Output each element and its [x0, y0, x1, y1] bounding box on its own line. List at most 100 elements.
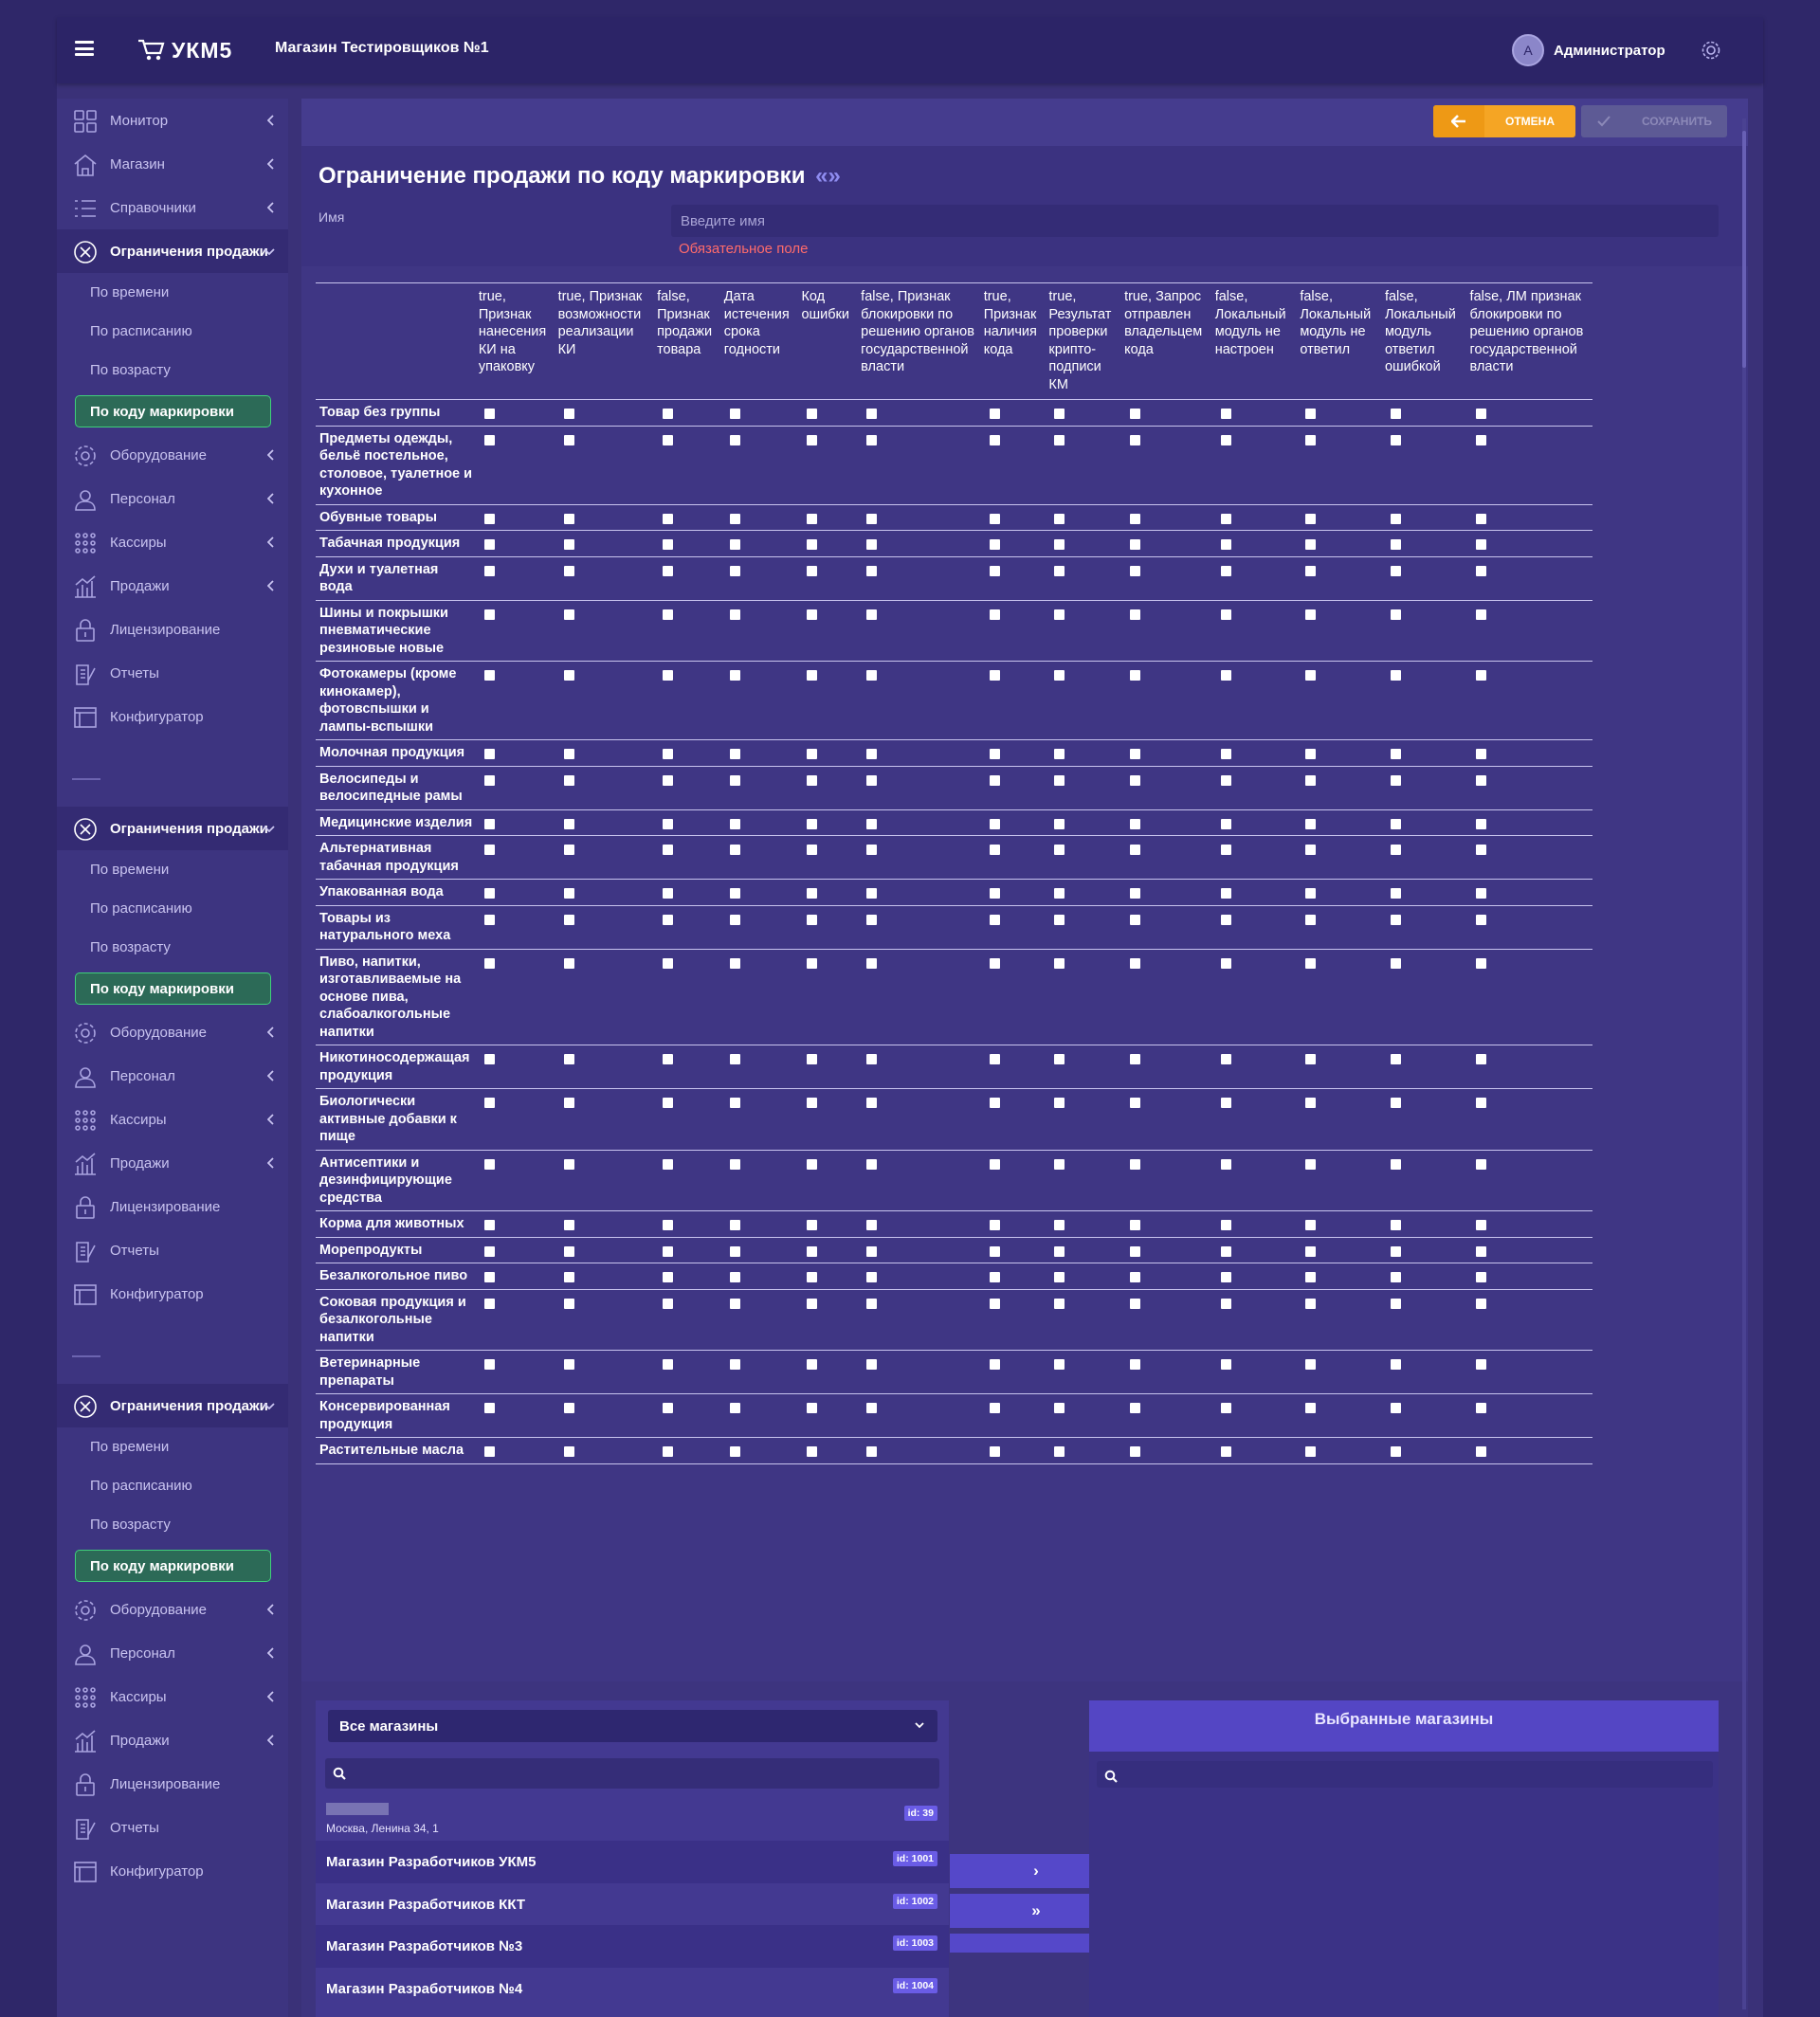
sidebar-subitem[interactable]: По возрасту [90, 1517, 171, 1533]
avatar[interactable]: А [1512, 34, 1544, 66]
checkbox[interactable] [1220, 539, 1231, 550]
checkbox[interactable] [866, 1245, 878, 1257]
sidebar-subitem[interactable]: По возрасту [90, 939, 171, 955]
checkbox[interactable] [563, 888, 574, 899]
checkbox[interactable] [807, 434, 818, 445]
checkbox[interactable] [1390, 1158, 1401, 1170]
sidebar-item-equipment[interactable]: Оборудование [57, 1010, 288, 1054]
checkbox[interactable] [1054, 409, 1065, 419]
checkbox[interactable] [989, 957, 1000, 969]
checkbox[interactable] [563, 1446, 574, 1457]
checkbox[interactable] [807, 609, 818, 620]
checkbox[interactable] [1054, 1272, 1065, 1282]
sidebar-subitem[interactable]: По времени [90, 862, 170, 878]
sidebar-item-staff[interactable]: Персонал [57, 477, 288, 520]
checkbox[interactable] [1054, 513, 1065, 524]
checkbox[interactable] [1475, 1446, 1486, 1457]
checkbox[interactable] [1130, 539, 1141, 550]
checkbox[interactable] [729, 774, 740, 786]
checkbox[interactable] [563, 845, 574, 855]
checkbox[interactable] [1130, 1098, 1141, 1108]
sidebar-subitem[interactable]: По коду маркировки [75, 395, 271, 427]
checkbox[interactable] [1475, 749, 1486, 759]
store-list-item[interactable]: Магазин Разработчиков ККТ id: 1002 [316, 1883, 949, 1926]
checkbox[interactable] [1054, 1446, 1065, 1457]
checkbox[interactable] [1054, 914, 1065, 925]
checkbox[interactable] [1475, 565, 1486, 576]
checkbox[interactable] [989, 1272, 1000, 1282]
checkbox[interactable] [1475, 1298, 1486, 1309]
checkbox[interactable] [563, 409, 574, 419]
checkbox[interactable] [483, 513, 495, 524]
sidebar-item-equipment[interactable]: Оборудование [57, 1588, 288, 1631]
checkbox[interactable] [866, 1158, 878, 1170]
checkbox[interactable] [1390, 774, 1401, 786]
checkbox[interactable] [1475, 609, 1486, 620]
checkbox[interactable] [1054, 1220, 1065, 1230]
sidebar-item-staff[interactable]: Персонал [57, 1054, 288, 1098]
checkbox[interactable] [729, 1245, 740, 1257]
checkbox[interactable] [563, 914, 574, 925]
checkbox[interactable] [1054, 818, 1065, 829]
checkbox[interactable] [1475, 1245, 1486, 1257]
remove-button[interactable] [950, 1934, 1122, 1953]
checkbox[interactable] [563, 774, 574, 786]
checkbox[interactable] [1390, 513, 1401, 524]
checkbox[interactable] [483, 774, 495, 786]
checkbox[interactable] [483, 1272, 495, 1282]
checkbox[interactable] [1130, 1403, 1141, 1413]
checkbox[interactable] [663, 774, 674, 786]
user-menu[interactable]: А Администратор [1512, 34, 1665, 66]
checkbox[interactable] [807, 1054, 818, 1064]
checkbox[interactable] [989, 1359, 1000, 1370]
checkbox[interactable] [563, 670, 574, 681]
checkbox[interactable] [729, 888, 740, 899]
checkbox[interactable] [989, 818, 1000, 829]
checkbox[interactable] [1305, 1245, 1317, 1257]
checkbox[interactable] [1305, 539, 1317, 550]
checkbox[interactable] [729, 845, 740, 855]
checkbox[interactable] [1475, 1054, 1486, 1064]
sidebar-item-staff[interactable]: Персонал [57, 1631, 288, 1675]
checkbox[interactable] [1475, 914, 1486, 925]
settings-gear-icon[interactable] [1700, 39, 1722, 62]
sidebar-item-licensing[interactable]: Лицензирование [57, 608, 288, 651]
checkbox[interactable] [866, 409, 878, 419]
checkbox[interactable] [563, 1098, 574, 1108]
checkbox[interactable] [663, 1446, 674, 1457]
checkbox[interactable] [1305, 1272, 1317, 1282]
selected-stores-search[interactable] [1097, 1761, 1713, 1788]
checkbox[interactable] [866, 1446, 878, 1457]
checkbox[interactable] [1220, 609, 1231, 620]
checkbox[interactable] [1220, 1245, 1231, 1257]
store-list-item[interactable]: Магазин Разработчиков УКМ5 id: 1001 [316, 1841, 949, 1883]
checkbox[interactable] [729, 513, 740, 524]
checkbox[interactable] [866, 1403, 878, 1413]
checkbox[interactable] [483, 1054, 495, 1064]
checkbox[interactable] [563, 565, 574, 576]
checkbox[interactable] [866, 539, 878, 550]
checkbox[interactable] [1054, 845, 1065, 855]
checkbox[interactable] [989, 774, 1000, 786]
checkbox[interactable] [1390, 1403, 1401, 1413]
checkbox[interactable] [989, 1158, 1000, 1170]
checkbox[interactable] [989, 845, 1000, 855]
checkbox[interactable] [807, 1403, 818, 1413]
checkbox[interactable] [563, 749, 574, 759]
checkbox[interactable] [989, 1054, 1000, 1064]
checkbox[interactable] [1054, 1098, 1065, 1108]
checkbox[interactable] [866, 565, 878, 576]
checkbox[interactable] [563, 434, 574, 445]
checkbox[interactable] [1475, 888, 1486, 899]
checkbox[interactable] [1130, 565, 1141, 576]
name-input[interactable] [671, 205, 1719, 237]
checkbox[interactable] [1130, 1359, 1141, 1370]
menu-icon[interactable] [75, 41, 94, 56]
checkbox[interactable] [563, 957, 574, 969]
checkbox[interactable] [866, 1220, 878, 1230]
checkbox[interactable] [1390, 749, 1401, 759]
checkbox[interactable] [1130, 774, 1141, 786]
checkbox[interactable] [1220, 888, 1231, 899]
sidebar-item-licensing[interactable]: Лицензирование [57, 1762, 288, 1806]
checkbox[interactable] [807, 1158, 818, 1170]
